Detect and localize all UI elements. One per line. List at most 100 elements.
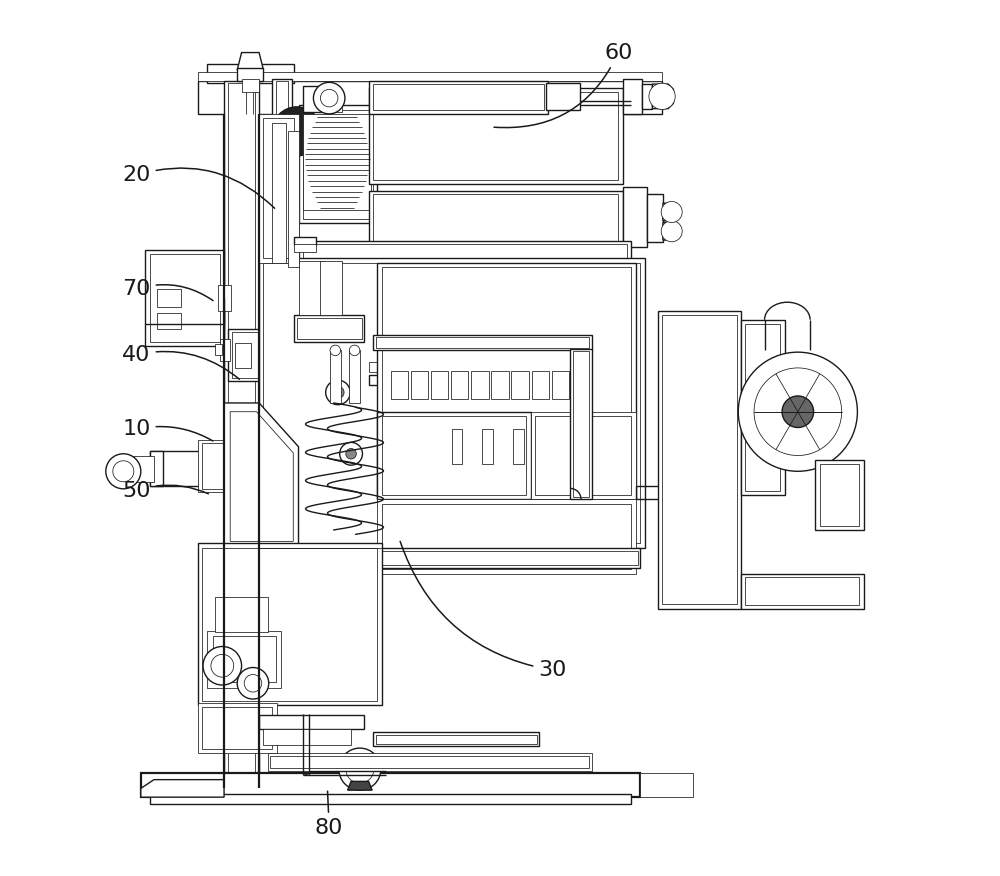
Bar bbox=[303, 86, 329, 112]
Bar bbox=[623, 187, 647, 247]
Text: 10: 10 bbox=[122, 420, 213, 441]
Bar bbox=[215, 597, 268, 632]
Circle shape bbox=[332, 386, 344, 399]
Circle shape bbox=[330, 345, 341, 356]
Bar bbox=[411, 371, 428, 399]
Bar bbox=[745, 577, 859, 605]
Bar bbox=[377, 499, 636, 574]
Bar bbox=[294, 244, 316, 252]
Bar bbox=[662, 315, 737, 604]
Bar bbox=[546, 83, 580, 110]
Bar bbox=[259, 258, 645, 548]
Bar bbox=[259, 715, 364, 729]
Bar bbox=[157, 313, 181, 328]
Circle shape bbox=[782, 396, 814, 427]
Bar bbox=[299, 241, 631, 263]
Text: 50: 50 bbox=[122, 481, 208, 500]
Circle shape bbox=[272, 107, 321, 156]
Circle shape bbox=[754, 368, 842, 456]
Bar bbox=[263, 263, 640, 543]
Polygon shape bbox=[237, 53, 263, 70]
Bar bbox=[224, 81, 259, 788]
Bar bbox=[349, 350, 360, 403]
Circle shape bbox=[203, 646, 242, 685]
Circle shape bbox=[346, 755, 374, 783]
Circle shape bbox=[244, 675, 262, 692]
Text: 30: 30 bbox=[400, 541, 567, 680]
Bar bbox=[451, 371, 468, 399]
Bar bbox=[157, 289, 181, 307]
Bar bbox=[262, 551, 638, 565]
Bar bbox=[272, 79, 292, 456]
Circle shape bbox=[340, 442, 362, 465]
Bar bbox=[268, 753, 592, 771]
Bar bbox=[259, 548, 640, 568]
Bar bbox=[330, 350, 341, 403]
Bar bbox=[198, 543, 382, 705]
Circle shape bbox=[326, 380, 350, 405]
Bar bbox=[376, 337, 589, 348]
Circle shape bbox=[211, 654, 234, 677]
Circle shape bbox=[649, 83, 675, 110]
Circle shape bbox=[661, 221, 682, 242]
Bar bbox=[213, 636, 276, 682]
Bar bbox=[150, 254, 220, 342]
Bar bbox=[320, 90, 342, 112]
Circle shape bbox=[339, 748, 381, 790]
Bar bbox=[373, 335, 592, 350]
Bar bbox=[207, 631, 281, 688]
Bar bbox=[623, 79, 642, 114]
Bar bbox=[820, 464, 859, 526]
Bar bbox=[373, 732, 539, 746]
Bar bbox=[237, 68, 263, 81]
Circle shape bbox=[738, 352, 857, 471]
Bar bbox=[642, 84, 652, 109]
Bar bbox=[299, 105, 377, 223]
Circle shape bbox=[661, 201, 682, 223]
Bar bbox=[369, 81, 548, 114]
Bar bbox=[303, 114, 371, 210]
Bar bbox=[303, 110, 373, 219]
Bar bbox=[220, 339, 230, 361]
Text: 20: 20 bbox=[122, 166, 275, 208]
Bar bbox=[294, 237, 316, 245]
Circle shape bbox=[313, 82, 345, 114]
Bar bbox=[373, 92, 618, 180]
Bar bbox=[382, 416, 526, 495]
Bar bbox=[303, 244, 627, 260]
Bar bbox=[235, 343, 251, 368]
Polygon shape bbox=[224, 403, 299, 548]
Polygon shape bbox=[348, 781, 372, 790]
Bar bbox=[202, 443, 227, 489]
Bar bbox=[741, 574, 864, 609]
Bar bbox=[531, 412, 636, 499]
Bar bbox=[215, 344, 222, 355]
Text: 60: 60 bbox=[494, 43, 632, 128]
Circle shape bbox=[113, 461, 134, 482]
Bar bbox=[369, 362, 386, 372]
Polygon shape bbox=[141, 780, 224, 797]
Bar bbox=[552, 371, 569, 399]
Bar bbox=[232, 332, 258, 378]
Bar bbox=[369, 88, 623, 184]
Bar bbox=[242, 79, 259, 92]
Bar bbox=[259, 114, 299, 263]
Bar bbox=[270, 756, 589, 768]
Bar bbox=[532, 371, 549, 399]
Bar bbox=[132, 456, 154, 482]
Bar bbox=[741, 320, 785, 495]
Bar bbox=[471, 371, 489, 399]
Bar bbox=[272, 123, 286, 263]
Bar bbox=[141, 773, 640, 797]
Bar bbox=[202, 548, 377, 701]
Bar bbox=[513, 429, 524, 464]
Bar bbox=[320, 261, 342, 315]
Bar bbox=[207, 64, 294, 83]
Bar bbox=[288, 131, 299, 267]
Bar bbox=[150, 451, 163, 486]
Bar bbox=[276, 81, 288, 454]
Bar bbox=[373, 194, 618, 242]
Text: 70: 70 bbox=[122, 279, 213, 300]
Circle shape bbox=[320, 89, 338, 107]
Circle shape bbox=[349, 345, 360, 356]
